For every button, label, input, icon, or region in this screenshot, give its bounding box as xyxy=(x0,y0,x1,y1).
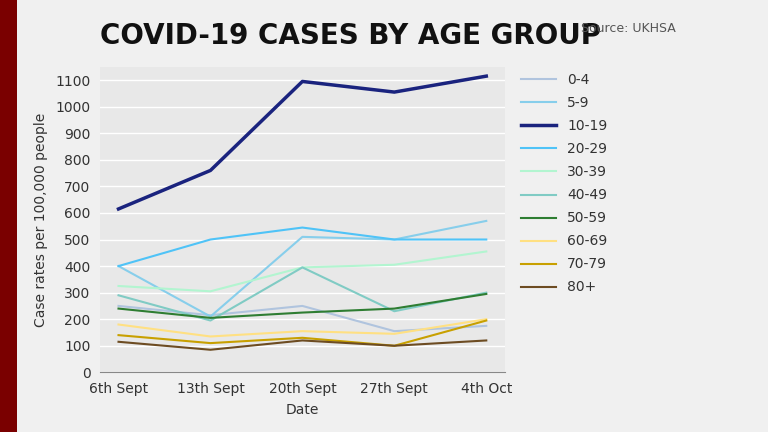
Legend: 0-4, 5-9, 10-19, 20-29, 30-39, 40-49, 50-59, 60-69, 70-79, 80+: 0-4, 5-9, 10-19, 20-29, 30-39, 40-49, 50… xyxy=(515,68,613,300)
X-axis label: Date: Date xyxy=(286,403,319,417)
Text: COVID-19 CASES BY AGE GROUP: COVID-19 CASES BY AGE GROUP xyxy=(100,22,601,50)
Text: Source: UKHSA: Source: UKHSA xyxy=(581,22,676,35)
Y-axis label: Case rates per 100,000 people: Case rates per 100,000 people xyxy=(35,112,48,327)
